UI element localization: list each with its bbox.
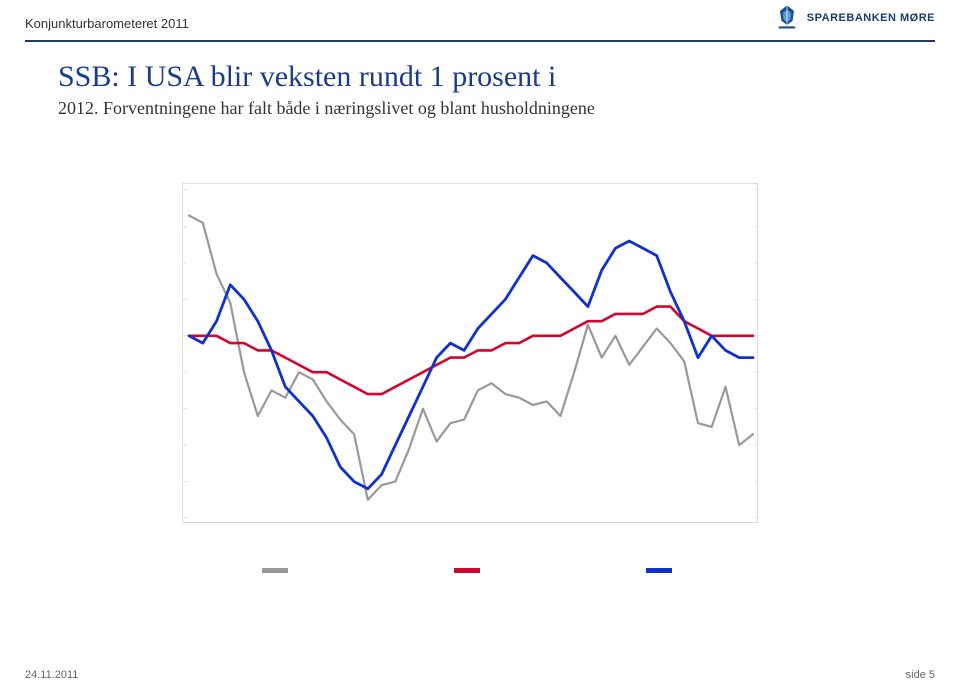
slide-subtitle: 2012. Forventningene har falt både i nær…: [58, 98, 595, 119]
legend-item-1: [262, 568, 294, 573]
chart-plot-border: [182, 183, 758, 523]
line-chart: [183, 184, 759, 524]
footer-date: 24.11.2011: [25, 669, 78, 681]
legend-item-3: [646, 568, 678, 573]
header-divider: [25, 40, 935, 42]
slide-page: Konjunkturbarometeret 2011 SPAREBANKEN M…: [0, 0, 960, 699]
slide-title: SSB: I USA blir veksten rundt 1 prosent …: [58, 58, 556, 96]
legend-swatch-2: [454, 568, 480, 573]
legend-item-2: [454, 568, 486, 573]
doc-title: Konjunkturbarometeret 2011: [25, 16, 189, 31]
footer-page: side 5: [906, 669, 935, 681]
brand-name: SPAREBANKEN MØRE: [807, 12, 935, 24]
chart-container: [150, 175, 790, 595]
brand-logo: SPAREBANKEN MØRE: [773, 4, 935, 32]
legend-swatch-3: [646, 568, 672, 573]
logo-icon: [773, 4, 801, 32]
legend-swatch-1: [262, 568, 288, 573]
chart-legend: [182, 555, 758, 585]
